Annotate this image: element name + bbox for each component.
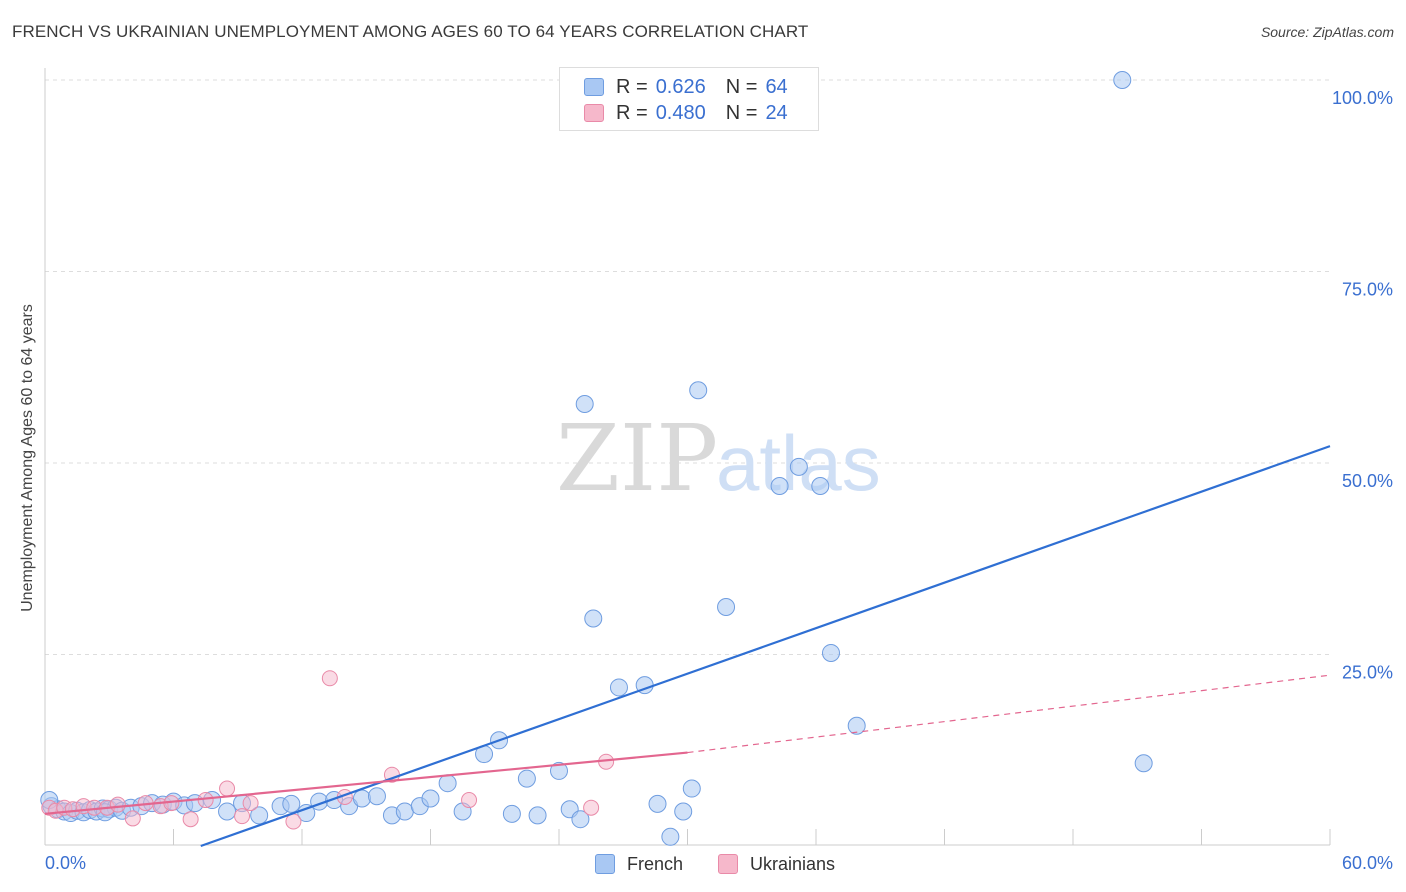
french-point [395, 802, 414, 821]
legend-n-label: N = [725, 75, 758, 98]
french-point [821, 643, 840, 662]
grid-lines [45, 79, 1330, 655]
french-point [847, 716, 866, 735]
french-point [502, 804, 521, 823]
ukrainian-point [219, 780, 236, 797]
x-tick-label-max: 60.0% [1342, 853, 1393, 873]
bottom-legend-ukrainians: Ukrainians [718, 852, 835, 876]
legend-swatch-ukrainian [584, 104, 604, 122]
french-point [661, 827, 680, 846]
ukrainian-point [242, 795, 259, 812]
french-point [584, 609, 603, 628]
french-point [297, 804, 316, 823]
french-point [438, 774, 457, 793]
y-tick-label: 50.0% [1342, 471, 1393, 491]
french-point [689, 381, 708, 400]
french-point [674, 802, 693, 821]
ukrainian-point [321, 670, 338, 687]
watermark: ZIP atlas [556, 405, 881, 512]
ukrainian-trendline-extension [687, 674, 1331, 754]
legend-n-value-french: 64 [765, 75, 788, 98]
bottom-legend-swatch-ukrainians [718, 854, 738, 874]
french-point [550, 761, 568, 780]
french-trendline [200, 445, 1331, 848]
ukrainian-point [124, 810, 141, 827]
legend-row-french: R = 0.626 N = 64 [584, 75, 788, 99]
axes [44, 68, 1331, 846]
french-point [575, 395, 594, 414]
watermark-zip: ZIP [556, 405, 718, 512]
french-point [218, 802, 237, 821]
legend-r-value-french: 0.626 [655, 75, 706, 98]
y-tick-label: 25.0% [1342, 663, 1393, 683]
bottom-legend-swatch-french [595, 854, 615, 874]
french-point [250, 806, 269, 825]
ukrainian-point [109, 796, 126, 813]
french-point [609, 678, 628, 697]
tick-labels: 25.0% 50.0% 75.0% 100.0% 0.0% 60.0% [45, 88, 1393, 873]
french-point [421, 789, 440, 808]
legend-r-label: R = [616, 101, 648, 124]
legend-row-ukrainian: R = 0.480 N = 24 [584, 101, 788, 125]
legend-r-label: R = [616, 75, 648, 98]
ukrainian-point [182, 811, 199, 828]
ukrainian-point [583, 799, 600, 816]
french-point [367, 787, 386, 806]
legend-n-label: N = [725, 101, 758, 124]
correlation-legend: R = 0.626 N = 64 R = 0.480 N = 24 [559, 67, 819, 131]
chart-title: FRENCH VS UKRAINIAN UNEMPLOYMENT AMONG A… [12, 22, 809, 41]
bottom-legend-label-ukrainians: Ukrainians [750, 853, 836, 874]
french-point [282, 794, 301, 813]
y-tick-label: 100.0% [1332, 88, 1393, 108]
french-point [770, 476, 789, 495]
french-point [648, 794, 667, 813]
legend-n-value-ukrainian: 24 [765, 101, 788, 124]
french-point [1113, 71, 1132, 89]
french-point [528, 806, 547, 825]
ukrainian-trendline [44, 751, 688, 815]
ukrainian-point [461, 792, 478, 809]
french-point [517, 769, 536, 788]
source-label: Source: ZipAtlas.com [1260, 24, 1394, 40]
legend-swatch-french [584, 78, 604, 96]
french-point [1134, 754, 1153, 773]
french-point [789, 457, 808, 476]
y-tick-label: 75.0% [1342, 280, 1393, 300]
legend-r-value-ukrainian: 0.480 [655, 101, 706, 124]
bottom-legend-french: French [595, 852, 683, 876]
ukrainian-point [234, 808, 251, 825]
french-point [352, 789, 371, 808]
french-point [682, 779, 701, 798]
ukrainian-point [285, 813, 302, 830]
french-point [571, 810, 590, 829]
french-point [717, 598, 736, 617]
bottom-legend-label-french: French [627, 853, 684, 874]
x-tick-label-min: 0.0% [45, 853, 86, 873]
french-point [811, 476, 830, 495]
trendlines [44, 445, 1331, 848]
